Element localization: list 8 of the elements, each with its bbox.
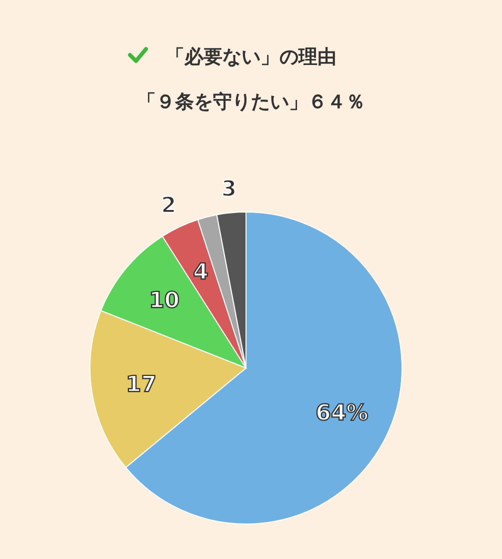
chart-title: 「必要ない」の理由 bbox=[166, 46, 336, 68]
data-label: 10 bbox=[148, 288, 180, 314]
chart-subtitle: 「９条を守りたい」６４％ bbox=[137, 91, 365, 113]
data-label: 2 bbox=[160, 193, 176, 218]
data-label: 4 bbox=[193, 260, 208, 286]
data-label: 17 bbox=[126, 372, 157, 398]
data-label: 3 bbox=[221, 176, 237, 202]
data-label: 64% bbox=[316, 401, 368, 426]
